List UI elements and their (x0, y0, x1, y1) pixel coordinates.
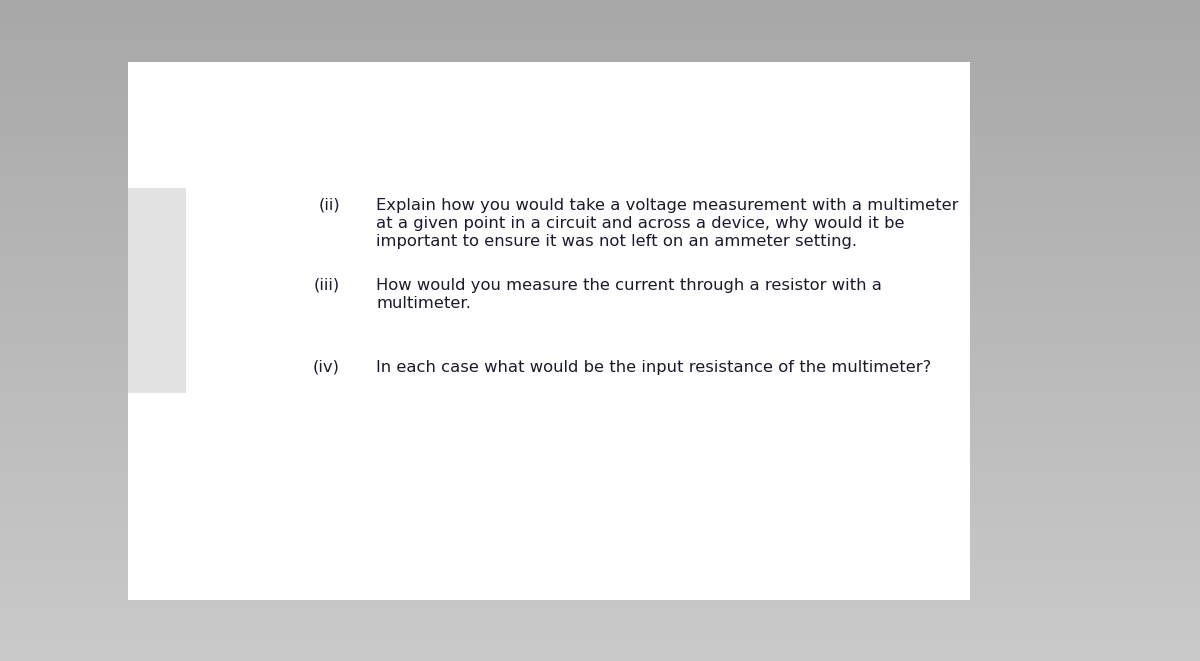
Bar (128, 188, 186, 393)
Text: How would you measure the current through a resistor with a: How would you measure the current throug… (376, 278, 882, 293)
Text: In each case what would be the input resistance of the multimeter?: In each case what would be the input res… (376, 360, 931, 375)
Text: (iv): (iv) (313, 360, 340, 375)
Text: (iii): (iii) (313, 278, 340, 293)
Text: at a given point in a circuit and across a device, why would it be: at a given point in a circuit and across… (376, 216, 905, 231)
Text: Explain how you would take a voltage measurement with a multimeter: Explain how you would take a voltage mea… (376, 198, 959, 213)
Text: multimeter.: multimeter. (376, 296, 470, 311)
Text: important to ensure it was not left on an ammeter setting.: important to ensure it was not left on a… (376, 234, 857, 249)
Bar (128, 62, 970, 600)
Text: (ii): (ii) (318, 198, 340, 213)
